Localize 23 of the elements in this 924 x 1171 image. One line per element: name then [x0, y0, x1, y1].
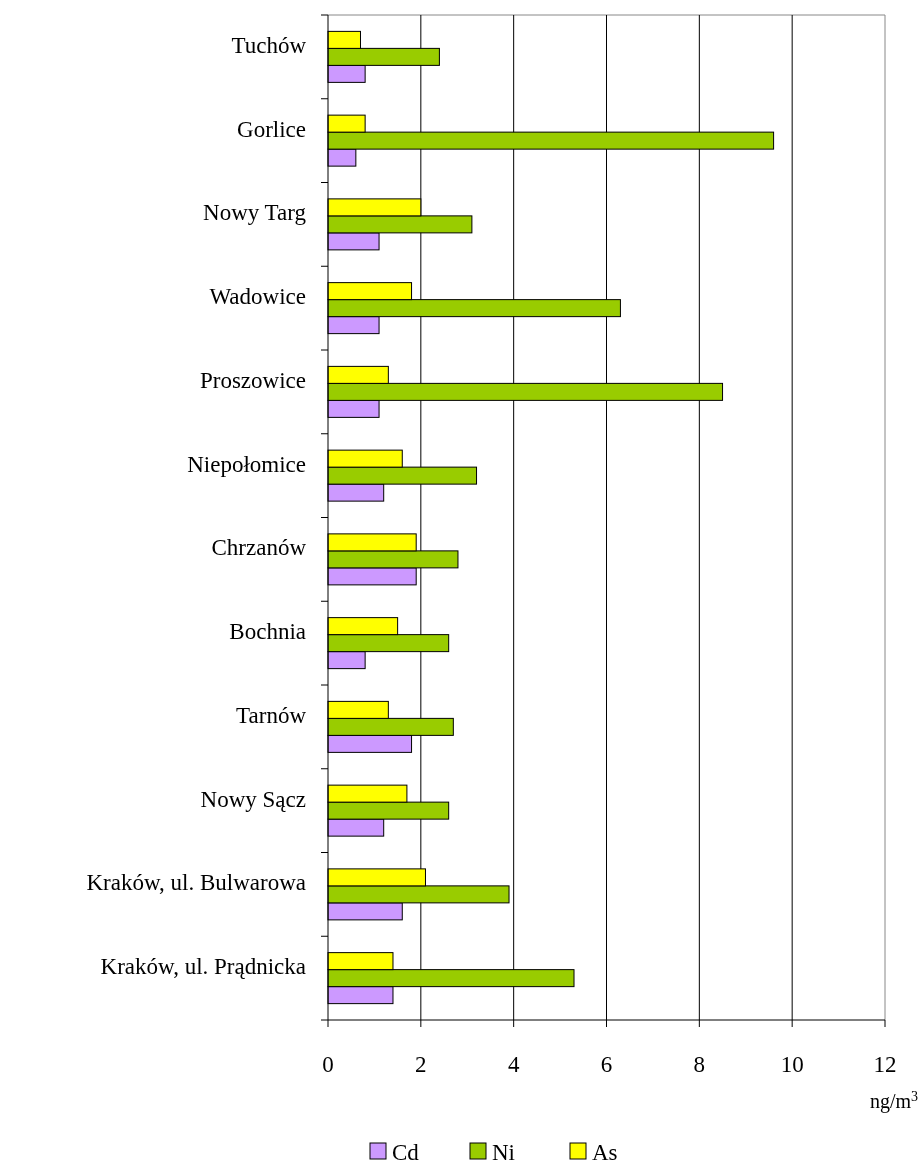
- x-tick-label: 0: [322, 1052, 334, 1077]
- y-tick-label: Nowy Sącz: [200, 786, 306, 812]
- x-tick-label: 10: [780, 1052, 804, 1077]
- x-tick-label: 2: [415, 1052, 427, 1077]
- legend-label: As: [592, 1140, 618, 1165]
- y-tick-label: Tarnów: [236, 702, 307, 728]
- x-tick-label: 12: [873, 1052, 897, 1077]
- x-axis-title: ng/m$^{3}$: [869, 1088, 918, 1113]
- legend-label: Ni: [492, 1140, 515, 1165]
- y-tick-label: Kraków, ul. Bulwarowa: [86, 870, 306, 896]
- y-tick-label: Nowy Targ: [203, 200, 307, 226]
- legend-label: Cd: [392, 1140, 420, 1165]
- y-tick-label: Chrzanów: [211, 535, 307, 561]
- y-tick-label: Gorlice: [237, 116, 306, 142]
- x-tick-label: 8: [693, 1052, 706, 1077]
- y-tick-label: Proszowice: [199, 367, 306, 393]
- x-tick-label: 4: [507, 1052, 520, 1077]
- y-tick-label: Wadowice: [209, 284, 306, 310]
- y-tick-label: Niepołomice: [187, 451, 306, 477]
- x-tick-label: 6: [600, 1052, 613, 1077]
- y-tick-label: Tuchów: [231, 32, 307, 58]
- y-tick-label: Bochnia: [229, 619, 306, 645]
- y-tick-label: Kraków, ul. Prądnicka: [100, 954, 306, 980]
